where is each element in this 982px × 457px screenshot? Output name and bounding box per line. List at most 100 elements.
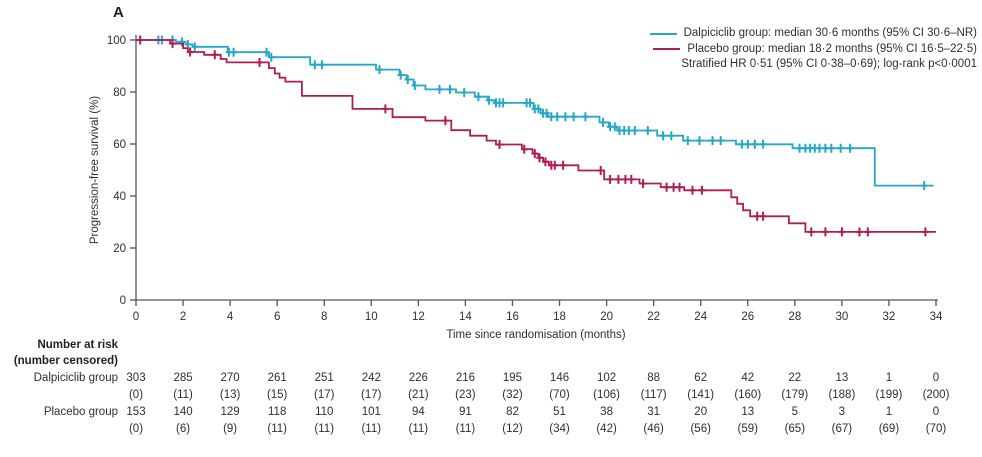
placebo-legend-label: Placebo group: median 18·2 months (95% C… xyxy=(687,42,977,55)
risk-row-label-dalpiciclib: Dalpiciclib group xyxy=(33,372,118,384)
risk-count-cell: 62 xyxy=(694,372,708,384)
risk-count-cell: 195 xyxy=(502,372,523,384)
y-tick-label: 20 xyxy=(113,243,126,255)
risk-count-cell: 22 xyxy=(788,372,802,384)
risk-count-cell: 13 xyxy=(835,372,849,384)
risk-count-cell: 3 xyxy=(838,406,846,418)
risk-censored-cell: (9) xyxy=(223,423,238,435)
risk-censored-cell: (117) xyxy=(640,389,667,401)
risk-count-cell: 261 xyxy=(267,372,287,384)
risk-censored-cell: (70) xyxy=(925,423,947,435)
x-tick-label: 32 xyxy=(883,311,896,323)
dalpiciclib-legend-label: Dalpiciclib group: median 30·6 months (9… xyxy=(683,27,977,39)
x-tick-label: 34 xyxy=(930,311,943,323)
x-tick-label: 20 xyxy=(600,311,613,323)
x-tick-label: 2 xyxy=(180,311,186,323)
risk-count-cell: 0 xyxy=(932,406,940,418)
risk-count-cell: 0 xyxy=(932,372,940,384)
risk-count-cell: 101 xyxy=(361,406,381,418)
risk-censored-cell: (59) xyxy=(737,423,758,435)
legend: Dalpiciclib group: median 30·6 months (9… xyxy=(649,26,977,73)
risk-count-cell: 226 xyxy=(408,372,428,384)
risk-censored-cell: (199) xyxy=(875,389,903,401)
y-tick-label: 40 xyxy=(113,191,126,203)
risk-censored-cell: (11) xyxy=(361,423,382,435)
x-tick-label: 16 xyxy=(506,311,519,323)
dalpiciclib-line-swatch xyxy=(649,32,677,35)
risk-censored-cell: (11) xyxy=(455,423,476,435)
risk-censored-cell: (11) xyxy=(314,423,335,435)
x-tick-label: 12 xyxy=(412,311,425,323)
risk-count-cell: 251 xyxy=(314,372,334,384)
x-tick-label: 28 xyxy=(788,311,801,323)
risk-count-cell: 88 xyxy=(647,372,661,384)
risk-censored-cell: (15) xyxy=(266,389,288,401)
x-tick-label: 0 xyxy=(133,311,139,323)
risk-count-cell: 242 xyxy=(361,372,381,384)
risk-count-cell: 285 xyxy=(173,372,193,384)
risk-censored-cell: (200) xyxy=(922,389,950,401)
x-tick-label: 24 xyxy=(694,311,707,323)
x-tick-label: 14 xyxy=(459,311,472,323)
risk-censored-cell: (23) xyxy=(455,389,476,401)
risk-count-cell: 94 xyxy=(411,406,425,418)
legend-row-dalpiciclib: Dalpiciclib group: median 30·6 months (9… xyxy=(649,26,977,42)
risk-censored-cell: (17) xyxy=(361,389,382,401)
risk-censored-cell: (188) xyxy=(828,389,856,401)
risk-count-cell: 91 xyxy=(459,406,472,418)
risk-censored-cell: (0) xyxy=(128,423,144,435)
risk-count-cell: 303 xyxy=(126,372,146,384)
risk-count-cell: 1 xyxy=(885,372,893,384)
risk-censored-cell: (56) xyxy=(690,423,711,435)
risk-censored-cell: (11) xyxy=(267,423,287,435)
risk-row-label-placebo: Placebo group xyxy=(43,406,118,418)
panel-label: A xyxy=(113,4,124,21)
risk-count-cell: 20 xyxy=(694,406,708,418)
x-tick-label: 4 xyxy=(227,311,234,323)
axes xyxy=(135,35,938,301)
x-tick-label: 30 xyxy=(835,311,848,323)
y-tick-label: 0 xyxy=(120,295,126,307)
risk-count-cell: 82 xyxy=(506,406,519,418)
risk-censored-cell: (160) xyxy=(734,389,762,401)
x-tick-label: 8 xyxy=(321,311,327,323)
risk-count-cell: 153 xyxy=(126,406,146,418)
risk-censored-cell: (17) xyxy=(314,389,335,401)
risk-count-cell: 216 xyxy=(455,372,475,384)
y-tick-label: 80 xyxy=(113,87,126,99)
risk-count-cell: 146 xyxy=(549,372,570,384)
risk-count-cell: 51 xyxy=(553,406,566,418)
x-tick-label: 26 xyxy=(741,311,754,323)
risk-censored-cell: (70) xyxy=(549,389,570,401)
risk-count-cell: 140 xyxy=(173,406,193,418)
risk-censored-cell: (65) xyxy=(784,423,806,435)
risk-count-cell: 129 xyxy=(220,406,240,418)
risk-count-cell: 102 xyxy=(596,372,617,384)
risk-censored-cell: (6) xyxy=(176,423,191,435)
risk-censored-cell: (0) xyxy=(128,389,144,401)
legend-row-placebo: Placebo group: median 18·2 months (95% C… xyxy=(650,42,977,58)
x-tick-label: 10 xyxy=(365,311,378,323)
risk-censored-cell: (32) xyxy=(502,389,523,401)
risk-count-cell: 38 xyxy=(600,406,613,418)
risk-censored-cell: (13) xyxy=(219,389,241,401)
risk-count-cell: 5 xyxy=(791,406,799,418)
x-axis-title: Time since randomisation (months) xyxy=(446,329,625,341)
km-curve-placebo xyxy=(136,39,936,233)
risk-table-subtitle: (number censored) xyxy=(13,355,118,367)
x-tick-label: 6 xyxy=(274,311,280,323)
risk-censored-cell: (42) xyxy=(596,423,617,435)
risk-censored-cell: (179) xyxy=(781,389,809,401)
y-tick-label: 60 xyxy=(113,139,126,151)
risk-count-cell: 42 xyxy=(741,372,755,384)
risk-censored-cell: (69) xyxy=(878,423,900,435)
stratified-hr-note: Stratified HR 0·51 (95% CI 0·38–0·69); l… xyxy=(681,58,977,70)
risk-count-cell: 118 xyxy=(268,406,287,418)
risk-table-title: Number at risk xyxy=(37,339,118,351)
risk-censored-cell: (11) xyxy=(408,423,429,435)
risk-count-cell: 13 xyxy=(741,406,755,418)
risk-censored-cell: (11) xyxy=(173,389,193,401)
risk-count-cell: 31 xyxy=(647,406,661,418)
